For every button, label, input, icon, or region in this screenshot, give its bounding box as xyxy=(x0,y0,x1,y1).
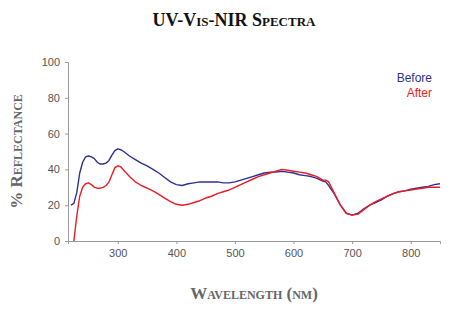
y-axis-line xyxy=(65,63,69,242)
legend: BeforeAfter xyxy=(397,71,433,100)
tick: 300 xyxy=(109,241,127,259)
tick-mark xyxy=(118,241,119,244)
tick-label: 20 xyxy=(48,199,60,211)
tick: 100 xyxy=(42,56,68,68)
tick-label: 600 xyxy=(285,247,303,259)
legend-entry: After xyxy=(407,86,432,100)
tick: 500 xyxy=(226,241,244,259)
tick: 600 xyxy=(285,241,303,259)
tick: 20 xyxy=(48,199,68,211)
tick-label: 500 xyxy=(226,247,244,259)
title: UV-Vis-NIR Spectra xyxy=(153,10,317,30)
series-line xyxy=(71,149,440,215)
tick: 0 xyxy=(54,235,68,247)
legend-entry: Before xyxy=(397,71,433,85)
plot-area: 300 400 500 600 700 800 0 20 40 60 80 100 xyxy=(42,56,441,259)
tick-mark xyxy=(235,241,236,244)
tick-label: 0 xyxy=(54,235,60,247)
tick-mark xyxy=(65,134,68,135)
tick: 700 xyxy=(343,241,361,259)
tick-mark xyxy=(65,169,68,170)
tick-mark xyxy=(352,241,353,244)
tick: 80 xyxy=(48,92,68,104)
series-line xyxy=(74,166,440,241)
tick-label: 700 xyxy=(343,247,361,259)
chart: UV-Vis-NIR Spectra 300 400 500 600 700 800 0 20 4… xyxy=(0,0,468,315)
tick-mark xyxy=(411,241,412,244)
tick-label: 60 xyxy=(48,128,60,140)
y-axis: 0 20 40 60 80 100 xyxy=(42,56,69,247)
tick-mark xyxy=(65,205,68,206)
x-axis-title: Wavelength (nm) xyxy=(190,284,318,303)
tick-mark xyxy=(176,241,177,244)
lines xyxy=(71,149,440,241)
tick-mark xyxy=(65,98,68,99)
x-axis: 300 400 500 600 700 800 xyxy=(69,241,441,259)
tick-label: 800 xyxy=(402,247,420,259)
tick: 40 xyxy=(48,163,68,175)
tick-label: 100 xyxy=(42,56,60,68)
tick-label: 40 xyxy=(48,163,60,175)
tick-label: 80 xyxy=(48,92,60,104)
tick-mark xyxy=(65,62,68,63)
tick: 400 xyxy=(168,241,186,259)
tick-label: 400 xyxy=(168,247,186,259)
tick-mark xyxy=(65,241,68,242)
y-axis-title: % Reflectance xyxy=(7,94,26,209)
tick-mark xyxy=(294,241,295,244)
tick: 800 xyxy=(402,241,420,259)
x-axis-line xyxy=(69,242,441,245)
tick: 60 xyxy=(48,128,68,140)
tick-label: 300 xyxy=(109,247,127,259)
